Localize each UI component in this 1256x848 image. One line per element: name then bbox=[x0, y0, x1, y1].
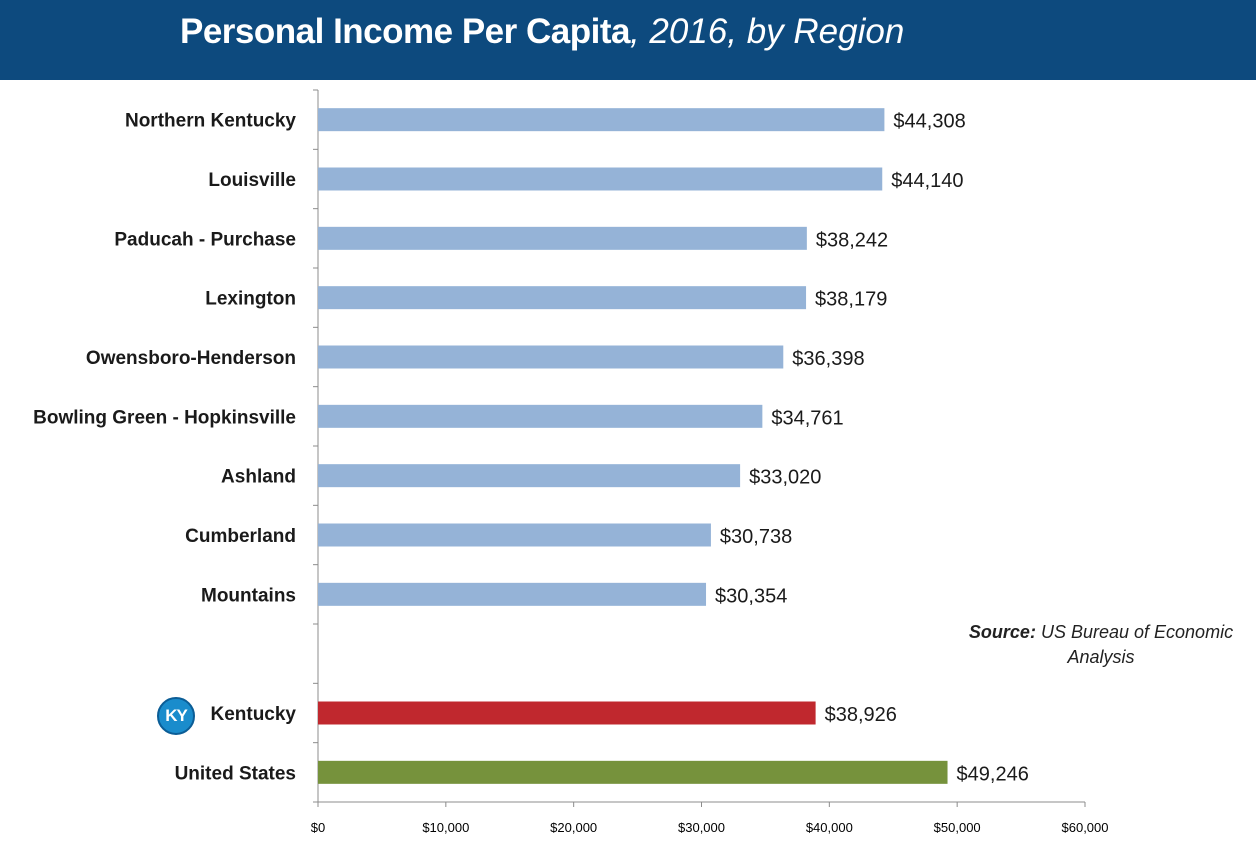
category-label: Ashland bbox=[221, 467, 296, 488]
bar bbox=[318, 701, 816, 725]
data-label: $38,242 bbox=[816, 229, 888, 251]
bar bbox=[318, 404, 763, 428]
chart-title-rest: , 2016, by Region bbox=[629, 12, 905, 51]
bar bbox=[318, 108, 885, 132]
data-label: $38,179 bbox=[815, 289, 887, 311]
bar bbox=[318, 345, 784, 369]
data-label: $30,354 bbox=[715, 585, 787, 607]
category-label: Cumberland bbox=[185, 526, 296, 547]
data-label: $34,761 bbox=[771, 407, 843, 429]
category-label: Paducah - Purchase bbox=[114, 229, 296, 250]
bar-chart: $0 $10,000 $20,000 $30,000 $40,000 $50,000 $60… bbox=[33, 89, 1109, 835]
source-text: US Bureau of Economic Analysis bbox=[1040, 622, 1234, 667]
x-tick-label: $40,000 bbox=[806, 820, 853, 835]
kentucky-badge-icon: KY bbox=[157, 697, 195, 735]
category-label: Mountains bbox=[201, 585, 296, 606]
data-label: $36,398 bbox=[792, 348, 864, 370]
source-note: Source: US Bureau of Economic Analysis bbox=[946, 620, 1256, 670]
category-label: Louisville bbox=[208, 170, 296, 191]
chart-title-bold: Personal Income Per Capita bbox=[180, 12, 630, 51]
category-label: United States bbox=[175, 763, 296, 784]
category-label: Lexington bbox=[205, 289, 296, 310]
data-label: $33,020 bbox=[749, 467, 821, 489]
x-tick-label: $50,000 bbox=[934, 820, 981, 835]
bar bbox=[318, 523, 711, 547]
x-tick-label: $0 bbox=[311, 820, 325, 835]
data-label: $30,738 bbox=[720, 526, 792, 548]
category-label: Owensboro-Henderson bbox=[86, 348, 296, 369]
x-tick-label: $20,000 bbox=[550, 820, 597, 835]
x-tick-label: $10,000 bbox=[422, 820, 469, 835]
category-label: Kentucky bbox=[210, 704, 296, 725]
data-label: $44,140 bbox=[891, 170, 963, 192]
data-label: $38,926 bbox=[825, 704, 897, 726]
x-tick-label: $60,000 bbox=[1062, 820, 1109, 835]
ky-badge-text: KY bbox=[165, 706, 188, 725]
bar bbox=[318, 226, 807, 250]
header-bar: Personal Income Per Capita, 2016, by Reg… bbox=[0, 0, 1256, 80]
source-label: Source: bbox=[968, 622, 1036, 642]
data-label: $49,246 bbox=[957, 763, 1029, 785]
bar bbox=[318, 286, 807, 310]
data-label: $44,308 bbox=[893, 111, 965, 133]
x-tick-label: $30,000 bbox=[678, 820, 725, 835]
bar bbox=[318, 582, 707, 606]
category-label: Northern Kentucky bbox=[125, 111, 296, 132]
bar bbox=[318, 167, 883, 191]
category-label: Bowling Green - Hopkinsville bbox=[33, 407, 296, 428]
bar bbox=[318, 464, 741, 488]
chart-title: Personal Income Per Capita, 2016, by Reg… bbox=[180, 12, 904, 52]
bar bbox=[318, 760, 948, 784]
